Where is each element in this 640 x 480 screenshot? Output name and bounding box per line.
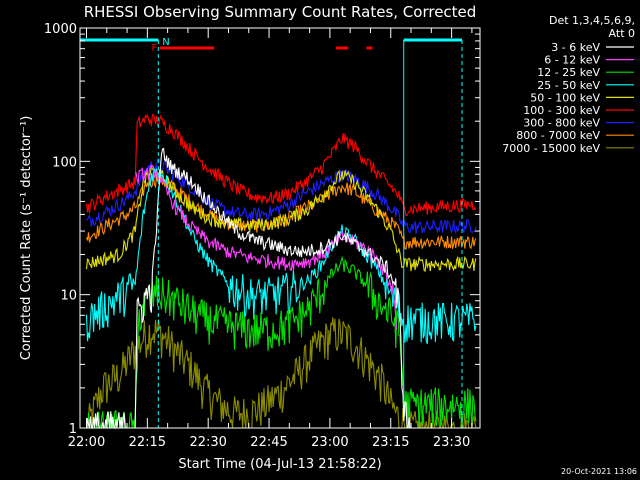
legend-entry-label: 12 - 25 keV [537, 66, 600, 79]
legend-title: Det 1,3,4,5,6,9, [549, 14, 635, 27]
x-tick-label: 23:00 [311, 435, 348, 450]
x-tick-label: 22:45 [250, 435, 287, 450]
legend-entry-label: 25 - 50 keV [537, 79, 600, 92]
legend-entry-label: 800 - 7000 keV [516, 129, 600, 142]
legend-subtitle: Att 0 [609, 27, 635, 40]
night-flag-label: N [162, 37, 169, 48]
legend-entry-label: 300 - 800 keV [523, 117, 600, 130]
series-line-100-300-kev [85, 113, 477, 216]
legend-entry-label: 3 - 6 keV [551, 41, 600, 54]
legend-entry-label: 7000 - 15000 keV [502, 142, 600, 155]
x-axis-label: Start Time (04-Jul-13 21:58:22) [178, 457, 381, 472]
flare-flag-label: F [152, 43, 158, 54]
series-line-50-100-kev [85, 164, 477, 272]
legend-entry-label: 50 - 100 keV [530, 91, 600, 104]
x-tick-label: 23:30 [433, 435, 470, 450]
y-tick-label: 1 [69, 422, 77, 437]
series-line-3-6-kev [85, 147, 411, 430]
x-tick-label: 23:15 [372, 435, 409, 450]
x-tick-label: 22:30 [189, 435, 226, 450]
y-tick-label: 1000 [44, 22, 77, 37]
x-tick-label: 22:00 [68, 435, 105, 450]
x-tick-label: 22:15 [129, 435, 166, 450]
legend-entry-label: 100 - 300 keV [523, 104, 600, 117]
legend-entry-label: 6 - 12 keV [544, 54, 600, 67]
chart-title: RHESSI Observing Summary Count Rates, Co… [84, 3, 477, 21]
series-line-25-50-kev [85, 167, 477, 345]
footer-date: 20-Oct-2021 13:06 [561, 467, 637, 476]
y-tick-label: 10 [60, 289, 77, 304]
series-line-800-7000-kev [85, 172, 477, 250]
series-line-300-800-kev [86, 156, 477, 234]
y-axis-label: Corrected Count Rate (s⁻¹ detector⁻¹) [19, 116, 34, 361]
y-tick-label: 100 [52, 155, 77, 170]
series-line-12-25-kev [85, 255, 477, 430]
series-line-7000-15000-kev [85, 317, 477, 429]
plot-frame [79, 27, 481, 429]
